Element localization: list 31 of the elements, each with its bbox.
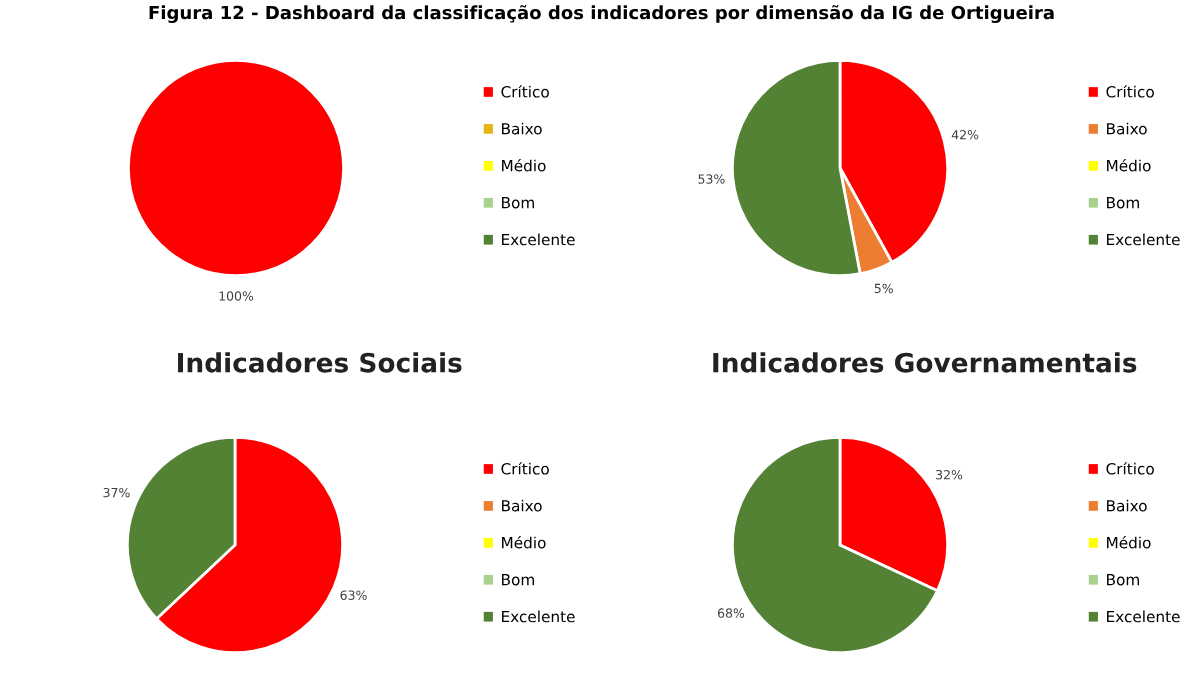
legend-label: Baixo xyxy=(1107,499,1147,512)
data-label: 5% xyxy=(874,283,893,294)
legend-label: Bom xyxy=(502,197,534,209)
legend-label: Médio xyxy=(502,159,546,172)
data-label: 32% xyxy=(936,469,963,480)
chart-title: Indicadores Sociais xyxy=(178,352,462,373)
chart-title: Indicadores Governamentais xyxy=(713,352,1137,373)
legend-label: Baixo xyxy=(502,122,542,135)
legend-label: Baixo xyxy=(1107,122,1147,135)
legend-label: Médio xyxy=(502,536,546,549)
legend-label: Bom xyxy=(1107,197,1139,209)
legend-label: Crítico xyxy=(501,85,549,98)
legend-label: Baixo xyxy=(502,499,542,512)
data-label: 100% xyxy=(219,291,254,301)
legend-label: Crítico xyxy=(1106,85,1154,98)
legend-label: Bom xyxy=(1107,574,1139,586)
legend-label: Crítico xyxy=(501,462,549,475)
legend-label: Excelente xyxy=(502,233,575,246)
data-label: 37% xyxy=(103,487,130,498)
data-label: 53% xyxy=(698,174,725,184)
data-label: 63% xyxy=(340,590,367,600)
legend-label: Crítico xyxy=(1106,462,1154,475)
text: Figura 12 - Dashboard da classificação dos indicadores por dimensão da IG de Ortigueira xyxy=(149,5,1054,23)
data-label: 42% xyxy=(951,130,979,140)
legend-label: Excelente xyxy=(1107,610,1180,623)
legend-label: Bom xyxy=(502,574,534,586)
legend-label: Médio xyxy=(1107,159,1151,172)
legend-label: Excelente xyxy=(1107,233,1180,246)
data-label: 68% xyxy=(717,608,745,618)
legend-label: Médio xyxy=(1107,536,1151,549)
legend-label: Excelente xyxy=(502,610,575,623)
